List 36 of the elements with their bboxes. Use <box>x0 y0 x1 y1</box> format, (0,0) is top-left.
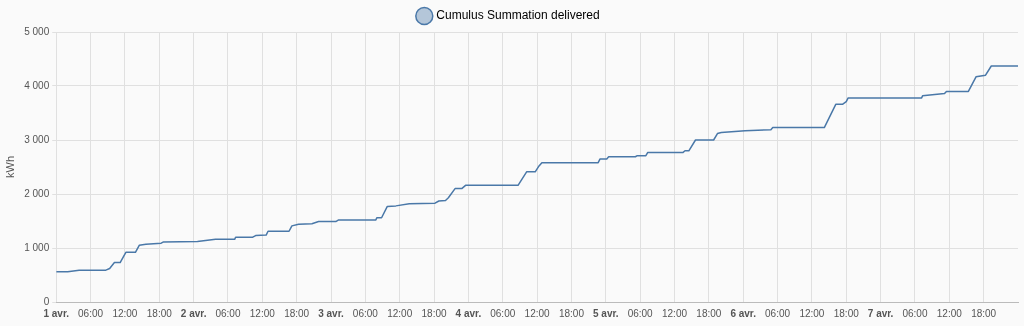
x-tick-label: 18:00 <box>833 307 860 319</box>
x-tick-label: 18:00 <box>146 307 173 319</box>
x-tick-label: 4 avr. <box>455 307 482 319</box>
y-tick-label: 1 000 <box>24 241 50 253</box>
x-tick-label: 06:00 <box>490 307 516 319</box>
x-tick-label: 06:00 <box>352 307 379 319</box>
y-tick-label: 5 000 <box>24 25 50 37</box>
x-tick-label: 12:00 <box>387 307 413 319</box>
x-tick-label: 12:00 <box>799 307 825 319</box>
y-tick-label: 4 000 <box>24 79 50 91</box>
x-tick-label: 5 avr. <box>593 307 619 319</box>
x-tick-label: 06:00 <box>78 307 104 319</box>
y-tick-label: 0 <box>43 295 50 307</box>
y-tick-label: 3 000 <box>24 133 50 145</box>
legend-label: Cumulus Summation delivered <box>436 8 600 23</box>
x-tick-label: 06:00 <box>215 307 241 319</box>
x-tick-label: 3 avr. <box>318 307 345 319</box>
x-tick-label: 12:00 <box>524 307 551 319</box>
x-tick-label: 18:00 <box>971 307 997 319</box>
x-tick-label: 6 avr. <box>730 307 757 319</box>
x-tick-label: 2 avr. <box>180 307 207 319</box>
x-tick-label: 18:00 <box>558 307 585 319</box>
x-tick-label: 12:00 <box>112 307 138 319</box>
y-axis-title: kWh <box>3 156 16 178</box>
x-tick-label: 06:00 <box>765 307 791 319</box>
x-tick-label: 18:00 <box>284 307 310 319</box>
x-tick-label: 1 avr. <box>43 307 70 319</box>
x-tick-label: 18:00 <box>421 307 448 319</box>
x-tick-label: 06:00 <box>627 307 654 319</box>
x-tick-label: 12:00 <box>661 307 688 319</box>
x-tick-label: 7 avr. <box>867 307 894 319</box>
x-tick-label: 06:00 <box>902 307 928 319</box>
x-tick-label: 12:00 <box>249 307 276 319</box>
y-tick-label: 2 000 <box>24 187 50 199</box>
x-tick-label: 18:00 <box>696 307 722 319</box>
x-tick-label: 12:00 <box>936 307 963 319</box>
